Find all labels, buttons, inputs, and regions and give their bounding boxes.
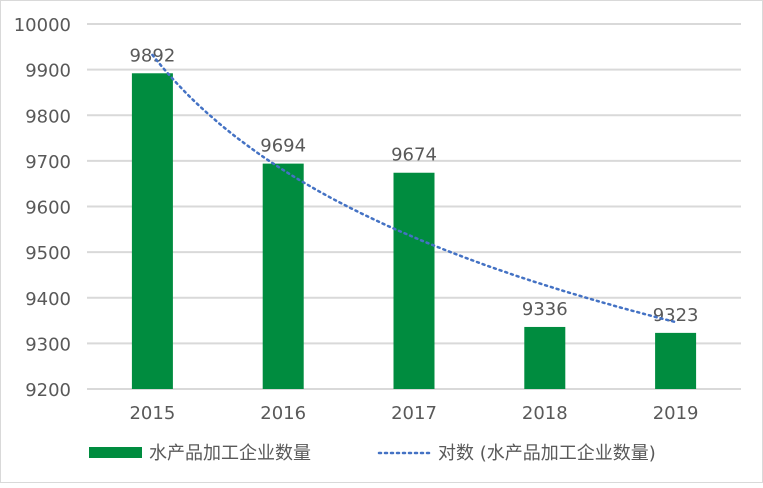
legend: 水产品加工企业数量 对数 (水产品加工企业数量) [89,443,656,464]
y-tick-label: 9500 [25,243,71,264]
y-tick-label: 9400 [25,289,71,310]
y-tick-label: 9300 [25,334,71,355]
data-label: 9694 [260,136,306,157]
legend-bar-swatch [89,447,142,458]
data-label: 9336 [522,299,568,320]
y-tick-label: 9900 [25,61,71,82]
bar-2015 [131,73,173,390]
y-tick-label: 9700 [25,152,71,173]
y-tick-label: 9200 [25,380,71,401]
bar-2018 [524,326,566,389]
x-axis: 2015 2016 2017 2018 2019 [129,403,698,424]
x-tick-label: 2016 [260,403,306,424]
x-tick-label: 2015 [129,403,175,424]
bar-2017 [393,172,435,389]
log-trendline [151,53,677,324]
bar-2019 [655,332,697,389]
y-tick-label: 9800 [25,106,71,127]
y-tick-label: 10000 [14,15,71,36]
bar-series [131,73,697,390]
x-tick-label: 2019 [653,403,699,424]
x-tick-label: 2018 [522,403,568,424]
data-label: 9674 [391,145,437,166]
legend-trend-label: 对数 (水产品加工企业数量) [438,443,656,464]
x-tick-label: 2017 [391,403,437,424]
bar-2016 [262,163,304,389]
legend-bar-label: 水产品加工企业数量 [149,443,311,464]
y-tick-label: 9600 [25,198,71,219]
data-label: 9323 [653,305,699,326]
y-axis: 9200 9300 9400 9500 9600 9700 9800 9900 10000 [14,15,71,401]
